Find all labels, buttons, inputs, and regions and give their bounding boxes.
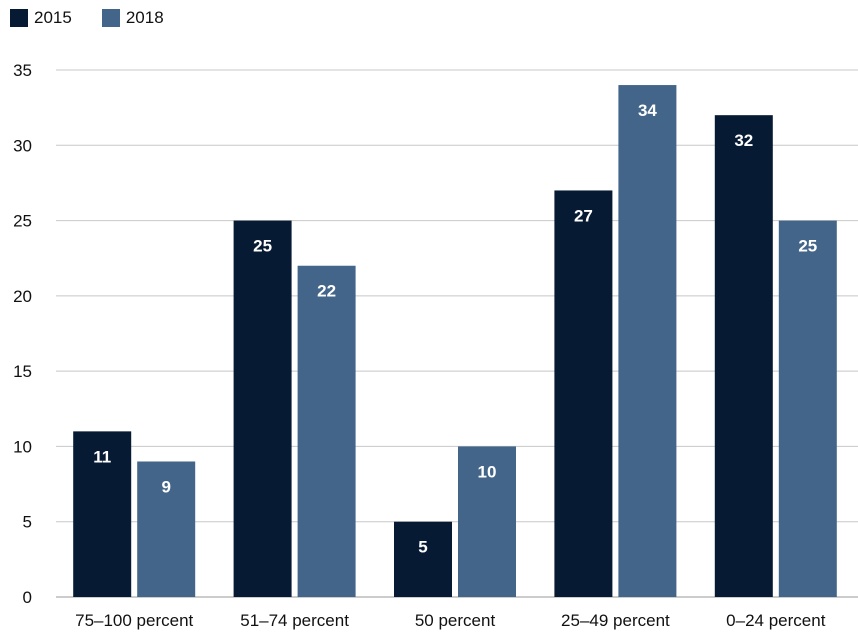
data-label-2015: 27: [574, 206, 593, 225]
bar-2015: [554, 190, 612, 597]
y-tick-label: 15: [13, 362, 32, 381]
x-axis-ticks: 75–100 percent 51–74 percent 50 percent 25–…: [75, 611, 826, 630]
bar-2015: [394, 522, 452, 597]
bar-2018: [298, 266, 356, 597]
data-label-2015: 32: [734, 131, 753, 150]
data-label-2015: 11: [93, 447, 111, 466]
y-tick-label: 35: [13, 61, 32, 80]
data-label-2018: 22: [317, 282, 336, 301]
data-label-2015: 25: [253, 237, 272, 256]
y-tick-label: 5: [23, 513, 32, 532]
x-tick-label: 0–24 percent: [726, 611, 826, 630]
bar-2015: [234, 221, 292, 597]
y-tick-label: 30: [13, 136, 32, 155]
y-tick-label: 25: [13, 212, 32, 231]
bar-2018: [618, 85, 676, 597]
data-label-2018: 34: [638, 101, 657, 120]
x-tick-label: 75–100 percent: [75, 611, 193, 630]
bar-2015: [715, 115, 773, 597]
x-tick-label: 51–74 percent: [240, 611, 349, 630]
x-tick-label: 25–49 percent: [561, 611, 670, 630]
data-label-2018: 25: [798, 237, 817, 256]
data-label-2018: 10: [478, 462, 497, 481]
data-label-2015: 5: [418, 538, 427, 557]
y-tick-label: 0: [23, 588, 32, 607]
y-axis-ticks: 0 5 10 15 20 25 30 35: [13, 61, 32, 607]
bar-2018: [779, 221, 837, 597]
y-tick-label: 20: [13, 287, 32, 306]
data-label-2018: 9: [161, 477, 170, 496]
bars: 11 9 25 22 5 10 27 34 32 25: [73, 85, 837, 597]
y-tick-label: 10: [13, 437, 32, 456]
x-tick-label: 50 percent: [415, 611, 496, 630]
